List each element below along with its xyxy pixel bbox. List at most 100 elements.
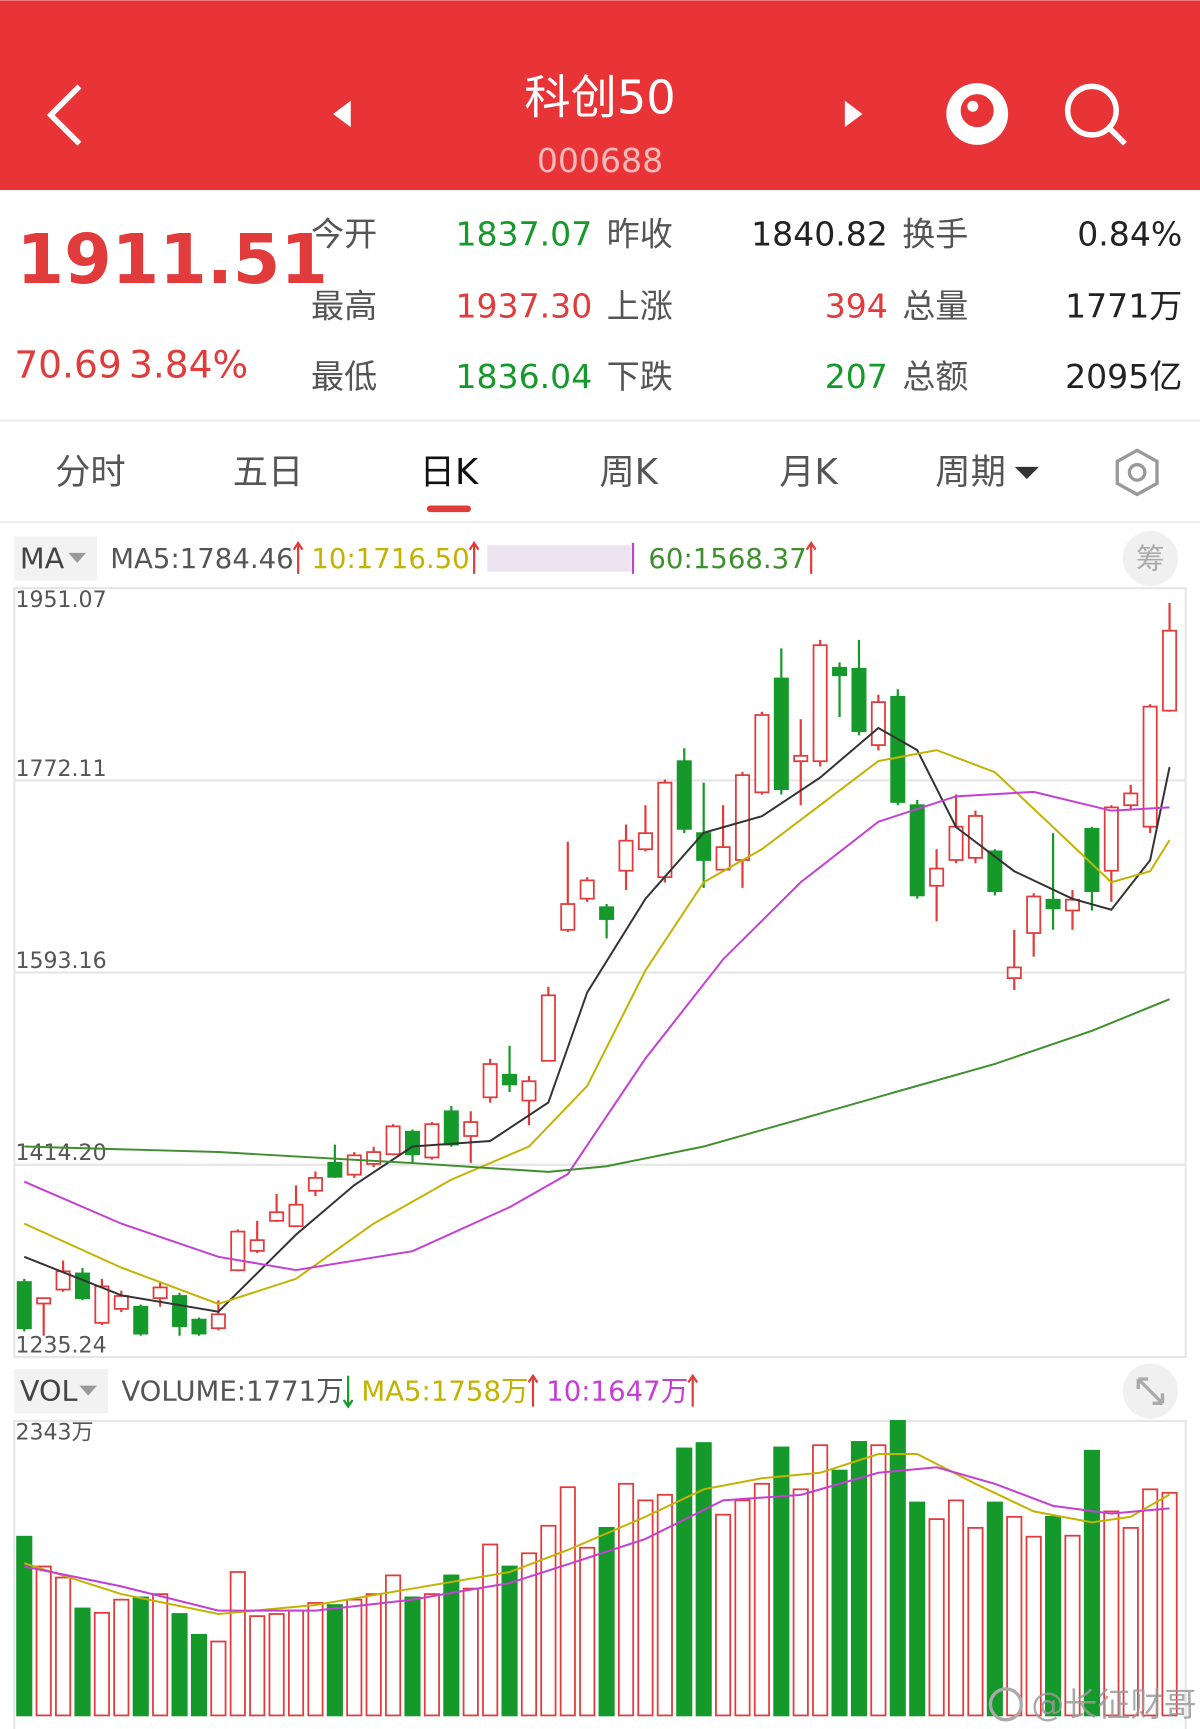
candle-body <box>269 1211 285 1222</box>
stat-label: 最低 <box>311 357 377 396</box>
candle-body <box>754 714 770 794</box>
stat-value: 394 <box>825 286 888 325</box>
candle-body <box>676 760 692 830</box>
candle-body <box>637 832 653 851</box>
volume-bar <box>540 1524 557 1717</box>
dropdown-icon <box>1014 466 1039 480</box>
volume-bar <box>695 1442 712 1717</box>
candle-body <box>366 1151 382 1165</box>
candle-body <box>987 850 1003 893</box>
vol-selector[interactable] <box>14 1369 109 1414</box>
volume-bar <box>870 1444 887 1717</box>
candle-body <box>560 903 576 931</box>
dropdown-icon <box>68 552 87 563</box>
candle-body <box>346 1154 362 1176</box>
stat-value: 207 <box>825 357 888 396</box>
stat-label: 换手 <box>902 215 968 254</box>
volume-bar <box>967 1527 984 1717</box>
ma-line <box>23 790 1170 1272</box>
ma-line <box>23 726 1171 1313</box>
mascot-button[interactable] <box>946 83 1009 145</box>
volume-bar <box>55 1576 72 1717</box>
trend-arrow-head <box>342 1399 354 1409</box>
volume-bar <box>1025 1535 1042 1717</box>
volume-bar <box>385 1574 402 1717</box>
volume-ma-line <box>23 1453 1171 1615</box>
volume-bar <box>909 1501 926 1717</box>
volume-bar <box>734 1499 751 1717</box>
candle-body <box>1065 898 1081 912</box>
candle-body <box>1103 806 1119 872</box>
volume-bar <box>1161 1491 1178 1717</box>
stat-value: 2095亿 <box>1065 357 1182 396</box>
stat-value: 0.84% <box>1077 215 1182 254</box>
volume-bar <box>520 1552 538 1717</box>
plots: 今开 1837.07 昨收 1840.82 换手 0.84% 最高 1937.30 上涨 394 总… <box>14 215 1186 1717</box>
candle-body <box>1084 827 1100 893</box>
volume-bar <box>792 1488 809 1717</box>
candle-body <box>657 781 673 879</box>
y-tick-label: 1951.07 <box>15 588 106 613</box>
trend-arrow-head <box>468 541 480 551</box>
volume-bar <box>287 1609 305 1717</box>
candle-body <box>1006 966 1022 980</box>
tab[interactable]: 月K <box>779 452 838 493</box>
candle-body <box>249 1239 265 1252</box>
stat-label: 上涨 <box>607 286 673 325</box>
tab[interactable]: 日K <box>420 452 479 493</box>
candle-body <box>540 994 556 1062</box>
candle-body <box>133 1305 149 1335</box>
candle-body <box>773 677 789 790</box>
chips-button[interactable] <box>1122 530 1178 587</box>
tab[interactable]: 周期 <box>935 452 1006 493</box>
trend-arrow-head <box>805 541 817 551</box>
candle-body <box>443 1110 459 1146</box>
candle-body <box>1162 629 1178 712</box>
volume-plot-frame <box>13 1419 1187 1729</box>
back-button[interactable] <box>46 84 82 146</box>
volume-bar <box>1006 1515 1023 1717</box>
prev-button[interactable] <box>333 100 351 128</box>
trend-arrow-head <box>687 1373 699 1383</box>
change: 70.69 <box>14 342 121 386</box>
tab[interactable]: 五日 <box>233 452 304 493</box>
y-tick-label: 2343万 <box>15 1421 93 1446</box>
ma-selector[interactable] <box>14 536 98 581</box>
volume-bar <box>482 1543 499 1717</box>
tab[interactable]: 周K <box>599 452 658 493</box>
candle-body <box>288 1203 304 1228</box>
settings-button[interactable] <box>1115 448 1159 497</box>
settings-icon <box>1127 463 1147 482</box>
volume-bar <box>598 1527 615 1717</box>
volume-bar <box>93 1611 110 1717</box>
volume-bar <box>889 1420 906 1717</box>
volume-bar <box>1142 1488 1159 1717</box>
volume-bar <box>268 1613 285 1717</box>
candle-body <box>172 1295 188 1327</box>
volume-bar <box>307 1602 324 1717</box>
tab[interactable]: 分时 <box>55 452 126 493</box>
volume-bar <box>773 1446 790 1717</box>
candle-body <box>152 1286 168 1300</box>
volume-bar <box>365 1593 382 1717</box>
volume-bar <box>346 1598 363 1717</box>
search-button[interactable] <box>1064 83 1127 146</box>
stat-label: 昨收 <box>607 215 673 254</box>
candle-body <box>618 839 634 872</box>
next-button[interactable] <box>844 100 863 128</box>
candle-body <box>1123 792 1139 807</box>
tab-indicator <box>426 505 471 513</box>
code: 000688 <box>537 141 663 180</box>
volume-bar <box>928 1518 945 1717</box>
volume-bar <box>190 1633 208 1717</box>
volume-bar <box>753 1482 770 1717</box>
title: 科创50 <box>524 70 676 124</box>
expand-icon <box>1136 1377 1165 1405</box>
candle-body <box>405 1130 421 1156</box>
volume-bar <box>423 1593 440 1717</box>
candle-body <box>16 1281 32 1330</box>
trend-arrow-head <box>527 1373 539 1383</box>
candle-body <box>424 1123 440 1159</box>
stat-value: 1837.07 <box>455 215 592 254</box>
candle-body <box>1045 898 1061 910</box>
